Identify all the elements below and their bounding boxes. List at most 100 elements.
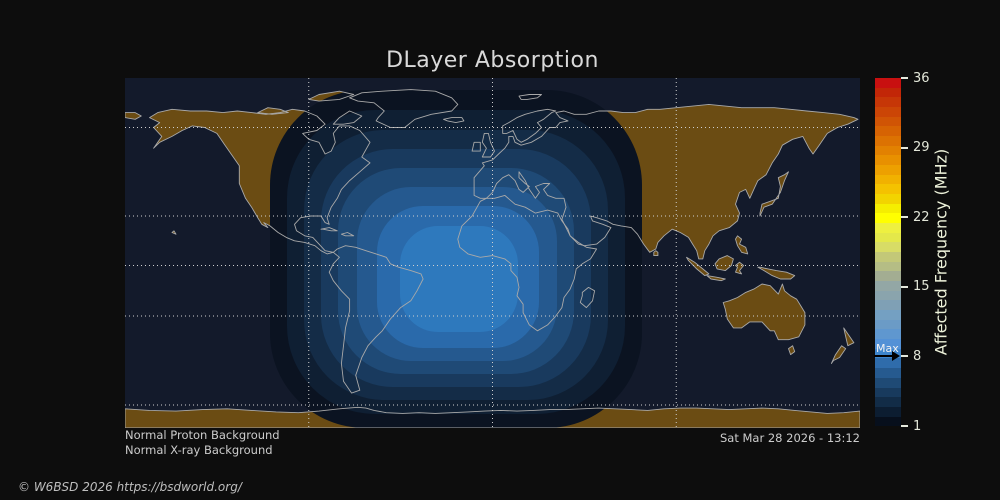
coastline-hawaii <box>171 230 177 235</box>
colorbar-segment <box>875 319 901 330</box>
landmass-java <box>706 275 726 281</box>
tick-mark <box>901 285 908 288</box>
landmass-australia <box>723 284 805 340</box>
colorbar-tick-15: 15 <box>901 279 930 295</box>
colorbar-segment <box>875 232 901 243</box>
max-marker-arrow-head <box>892 351 900 362</box>
colorbar-axis-label-text: Affected Frequency (MHz) <box>931 148 951 356</box>
colorbar-segment <box>875 377 901 388</box>
map-timestamp: Sat Mar 28 2026 - 13:12 <box>719 431 860 445</box>
colorbar-segment <box>875 290 901 301</box>
colorbar-segment <box>875 87 901 98</box>
colorbar-segment <box>875 184 901 195</box>
landmass-japan <box>760 171 789 216</box>
coastline-sulawesi <box>735 261 745 275</box>
colorbar-tick-1: 1 <box>901 418 922 434</box>
frequency-colorbar <box>875 78 901 427</box>
colorbar-segment <box>875 203 901 214</box>
colorbar-segment <box>875 348 901 359</box>
coastline-chukotka-west <box>125 112 142 120</box>
colorbar-segment <box>875 281 901 291</box>
landmass-chukotka-west <box>125 112 142 120</box>
colorbar-tick-29: 29 <box>901 140 930 156</box>
coastline-north-america <box>149 108 371 255</box>
landmass-new-guinea <box>757 267 795 279</box>
coastline-greenland <box>349 89 459 128</box>
max-marker-arrow-line <box>874 355 893 358</box>
tick-label: 36 <box>913 70 930 86</box>
coastline-antarctica <box>125 406 860 428</box>
colorbar-segment <box>875 252 901 262</box>
colorbar-segment <box>875 387 901 398</box>
tick-mark <box>901 146 908 149</box>
status-lines: Normal Proton Background Normal X-ray Ba… <box>125 428 280 458</box>
coastline-africa <box>457 194 598 332</box>
tick-mark <box>901 216 908 219</box>
colorbar-segment <box>875 242 901 253</box>
coastline-sri-lanka <box>653 250 659 257</box>
world-absorption-map <box>125 78 860 428</box>
colorbar-segment <box>875 358 901 369</box>
tick-label: 1 <box>913 418 922 434</box>
coastline-nz-south <box>830 345 847 364</box>
coastline-philippines <box>735 235 749 255</box>
colorbar-tick-22: 22 <box>901 209 930 225</box>
colorbar-ticks: 36 29 22 15 8 1 <box>901 71 971 434</box>
coastline-tasmania <box>788 345 796 356</box>
tick-label: 29 <box>913 140 930 156</box>
landmass-sumatra <box>686 257 709 276</box>
colorbar-segment <box>875 329 901 340</box>
coastline-sumatra <box>686 256 710 277</box>
copyright-note: © W6BSD 2026 https://bsdworld.org/ <box>18 480 242 494</box>
coastline-south-america <box>328 245 424 394</box>
coastline-iceland <box>443 117 465 124</box>
colorbar-segment <box>875 116 901 127</box>
page-title: DLayer Absorption <box>386 48 599 73</box>
landmass-philippines <box>735 235 748 254</box>
colorbar-segment <box>875 107 901 117</box>
coastline-nz-north <box>843 327 855 347</box>
coastline-australia <box>722 283 806 341</box>
colorbar-segment <box>875 155 901 166</box>
tick-mark <box>901 355 908 358</box>
coastline-new-guinea <box>757 266 796 280</box>
colorbar-segment <box>875 310 901 320</box>
colorbar-segment <box>875 78 901 88</box>
colorbar-segment <box>875 213 901 224</box>
coastline-eurasia <box>473 103 859 260</box>
colorbar-segment <box>875 368 901 378</box>
coastline-ellesmere <box>308 90 355 102</box>
colorbar-segment <box>875 261 901 272</box>
colorbar-segment <box>875 397 901 407</box>
coastline-svalbard <box>518 94 542 100</box>
coastline-baffin <box>332 110 363 125</box>
coastline-victoria-island <box>257 107 289 115</box>
colorbar-segment <box>875 174 901 185</box>
colorbar-segment <box>875 271 901 282</box>
colorbar-segment <box>875 194 901 204</box>
coastline-japan <box>759 171 789 217</box>
colorbar-axis-label: Affected Frequency (MHz) <box>926 78 956 426</box>
colorbar-segment <box>875 97 901 108</box>
coastline-java <box>706 275 726 282</box>
colorbar-segment <box>875 300 901 311</box>
colorbar-segment <box>875 136 901 146</box>
colorbar-segment <box>875 416 901 427</box>
colorbar-tick-36: 36 <box>901 70 930 86</box>
proton-background-status: Normal Proton Background <box>125 428 280 442</box>
coastline-hispaniola <box>340 232 355 237</box>
coastline-cuba <box>320 227 338 232</box>
coastline-madagascar <box>579 286 596 309</box>
tick-mark <box>901 77 908 79</box>
colorbar-segment <box>875 406 901 417</box>
coastline-borneo <box>714 255 734 272</box>
coastline-scandinavia <box>502 108 557 143</box>
absorption-band-8mhz <box>400 226 518 332</box>
tick-label: 22 <box>913 209 930 225</box>
colorbar-segment <box>875 165 901 175</box>
coastline-ireland <box>471 141 481 152</box>
tick-label: 15 <box>913 279 930 295</box>
colorbar-tick-8: 8 <box>901 349 921 364</box>
colorbar-segment <box>875 145 901 156</box>
